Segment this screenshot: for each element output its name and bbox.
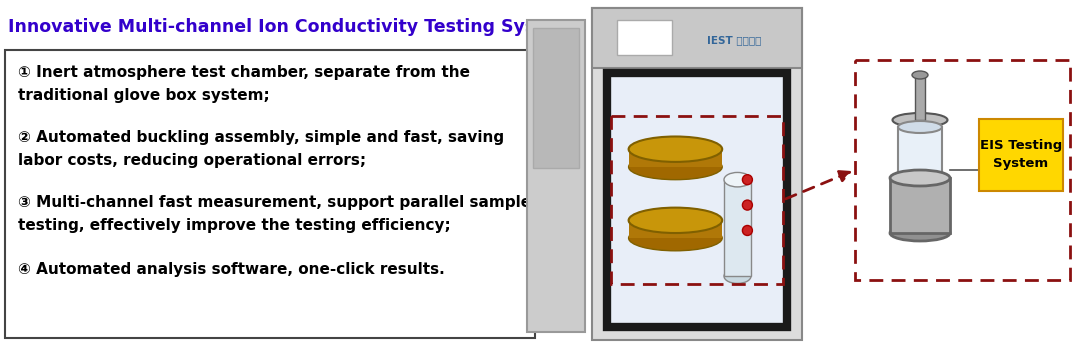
Bar <box>5 50 535 338</box>
Text: Innovative Multi-channel Ion Conductivity Testing System:: Innovative Multi-channel Ion Conductivit… <box>8 18 581 36</box>
Ellipse shape <box>724 173 751 187</box>
Bar <box>890 178 950 233</box>
Ellipse shape <box>892 113 947 127</box>
Bar <box>592 8 802 340</box>
Bar <box>629 220 723 238</box>
Bar <box>534 28 579 168</box>
Ellipse shape <box>724 269 751 283</box>
Text: IEST 元能科技: IEST 元能科技 <box>707 35 761 45</box>
Ellipse shape <box>890 170 950 186</box>
Ellipse shape <box>897 121 942 133</box>
Circle shape <box>742 200 753 210</box>
Text: EIS Testing
System: EIS Testing System <box>980 140 1062 171</box>
Bar <box>611 116 783 284</box>
Ellipse shape <box>912 71 928 79</box>
Bar <box>724 180 751 276</box>
Bar <box>855 60 1070 280</box>
Text: ④ Automated analysis software, one-click results.: ④ Automated analysis software, one-click… <box>18 262 445 277</box>
Bar <box>629 149 723 167</box>
Circle shape <box>742 226 753 236</box>
Bar <box>915 75 924 120</box>
Ellipse shape <box>629 208 723 233</box>
Text: ② Automated buckling assembly, simple and fast, saving
labor costs, reducing ope: ② Automated buckling assembly, simple an… <box>18 130 504 168</box>
Bar <box>592 8 802 68</box>
Bar <box>607 73 787 327</box>
Ellipse shape <box>890 225 950 241</box>
Ellipse shape <box>629 226 723 251</box>
Bar <box>897 127 942 172</box>
Ellipse shape <box>629 136 723 162</box>
Ellipse shape <box>629 154 723 180</box>
Text: ① Inert atmosphere test chamber, separate from the
traditional glove box system;: ① Inert atmosphere test chamber, separat… <box>18 65 470 103</box>
Bar <box>527 20 585 332</box>
Text: ③ Multi-channel fast measurement, support parallel sample
testing, effectively i: ③ Multi-channel fast measurement, suppor… <box>18 195 531 234</box>
Ellipse shape <box>897 166 942 178</box>
FancyBboxPatch shape <box>978 119 1063 191</box>
Circle shape <box>742 175 753 185</box>
Bar <box>617 20 672 55</box>
